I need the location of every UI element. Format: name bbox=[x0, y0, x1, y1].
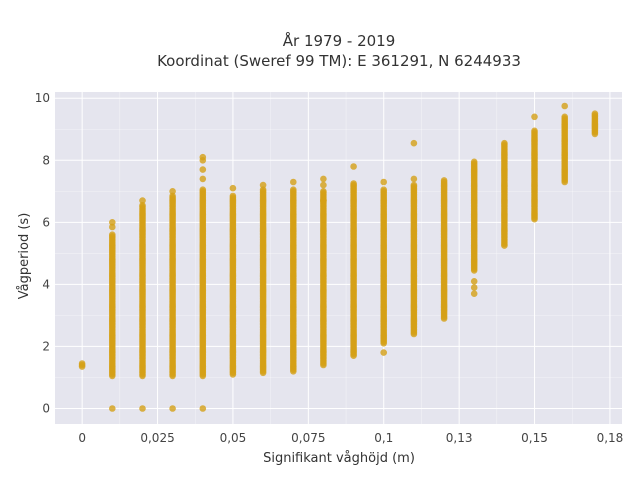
x-tick-label: 0,075 bbox=[291, 431, 325, 445]
y-tick-label: 6 bbox=[42, 215, 50, 229]
data-point bbox=[139, 202, 146, 209]
y-tick-label: 8 bbox=[42, 153, 50, 167]
data-point bbox=[320, 188, 327, 195]
data-point bbox=[259, 181, 267, 189]
data-point bbox=[561, 102, 568, 110]
data-point bbox=[470, 284, 478, 291]
data-point bbox=[531, 113, 538, 121]
data-point bbox=[109, 219, 116, 226]
data-point bbox=[470, 158, 478, 166]
data-point bbox=[290, 186, 297, 193]
x-tick-label: 0,1 bbox=[374, 431, 393, 445]
x-tick-labels: 0 0,025 0,05 0,075 0,1 0,13 0,15 0,18 bbox=[78, 431, 623, 445]
data-point bbox=[199, 405, 207, 412]
data-point bbox=[410, 139, 418, 147]
data-point bbox=[109, 231, 116, 238]
x-tick-label: 0,13 bbox=[446, 431, 473, 445]
data-point bbox=[139, 197, 146, 204]
y-tick-label: 0 bbox=[42, 401, 50, 415]
y-tick-label: 10 bbox=[35, 91, 50, 105]
data-point bbox=[169, 405, 176, 412]
data-point bbox=[380, 186, 388, 193]
data-point bbox=[199, 186, 207, 193]
data-point bbox=[199, 153, 207, 161]
data-point bbox=[169, 192, 176, 200]
y-tick-labels: 0 2 4 6 8 10 bbox=[35, 91, 50, 415]
grid-lines bbox=[55, 92, 622, 424]
data-point bbox=[229, 192, 237, 200]
data-point bbox=[109, 223, 116, 231]
data-point bbox=[290, 178, 297, 186]
chart-subtitle: Koordinat (Sweref 99 TM): E 361291, N 62… bbox=[157, 52, 521, 70]
data-point bbox=[78, 360, 86, 367]
x-axis-title: Signifikant våghöjd (m) bbox=[263, 451, 415, 466]
data-point bbox=[470, 290, 478, 298]
data-point bbox=[320, 181, 327, 189]
y-tick-label: 4 bbox=[42, 277, 50, 291]
plot-background bbox=[55, 92, 622, 424]
data-point bbox=[531, 127, 538, 135]
x-tick-label: 0,05 bbox=[220, 431, 247, 445]
y-axis-title: Vågperiod (s) bbox=[17, 213, 32, 300]
data-point bbox=[410, 181, 418, 189]
data-point bbox=[320, 175, 327, 183]
chart-title: År 1979 - 2019 bbox=[283, 31, 396, 50]
data-point bbox=[380, 349, 388, 356]
data-point bbox=[410, 175, 418, 183]
data-point bbox=[440, 177, 448, 184]
data-point bbox=[380, 178, 388, 186]
data-point bbox=[591, 110, 599, 117]
x-tick-label: 0 bbox=[78, 431, 86, 445]
data-point bbox=[169, 188, 176, 195]
data-point bbox=[139, 405, 146, 412]
data-point bbox=[350, 180, 357, 187]
y-tick-label: 2 bbox=[42, 339, 50, 353]
x-tick-label: 0,15 bbox=[521, 431, 548, 445]
x-tick-label: 0,025 bbox=[140, 431, 174, 445]
data-points bbox=[78, 102, 599, 412]
data-point bbox=[561, 113, 568, 121]
x-tick-label: 0,18 bbox=[597, 431, 624, 445]
data-point bbox=[259, 186, 267, 193]
data-point bbox=[109, 405, 116, 412]
data-point bbox=[501, 139, 508, 147]
data-point bbox=[470, 278, 478, 285]
data-point bbox=[320, 197, 327, 204]
data-point bbox=[199, 175, 207, 183]
data-point bbox=[229, 184, 237, 192]
data-point bbox=[350, 163, 357, 170]
data-point bbox=[199, 166, 207, 173]
